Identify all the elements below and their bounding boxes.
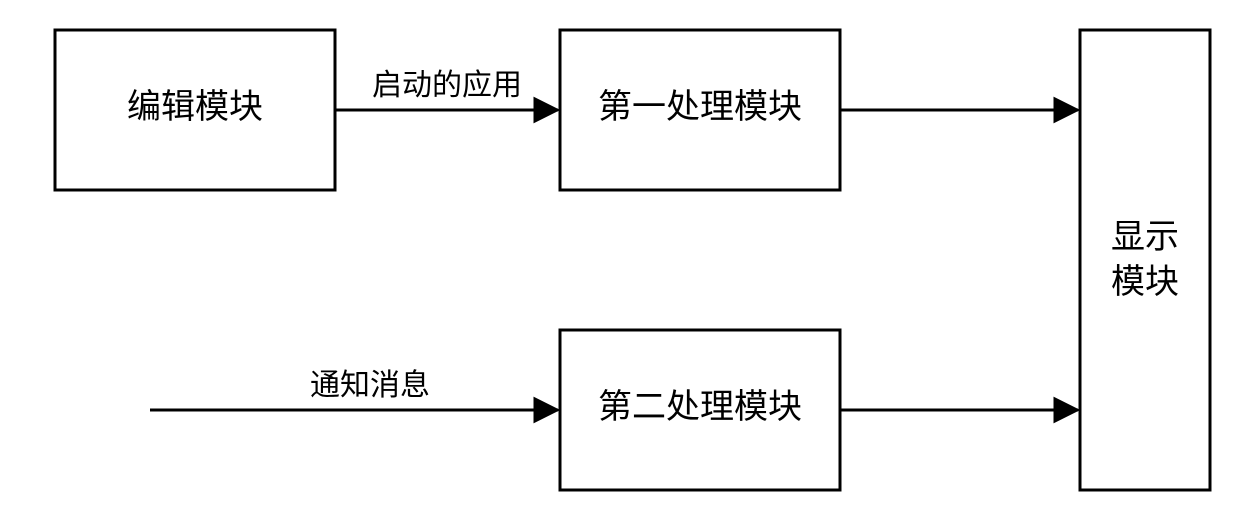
node-edit-label: 编辑模块 bbox=[127, 88, 263, 126]
node-display-label-line1: 显示 bbox=[1111, 219, 1179, 256]
node-display-box bbox=[1080, 30, 1210, 490]
node-display: 显示 模块 bbox=[1080, 30, 1210, 490]
node-proc1: 第一处理模块 bbox=[560, 30, 840, 190]
node-display-label-line2: 模块 bbox=[1111, 263, 1179, 301]
edge-e1: 启动的应用 bbox=[335, 69, 558, 110]
node-edit: 编辑模块 bbox=[55, 30, 335, 190]
edge-e1-label: 启动的应用 bbox=[372, 69, 522, 102]
node-proc2-label: 第二处理模块 bbox=[598, 388, 802, 426]
node-proc1-label: 第一处理模块 bbox=[598, 88, 802, 126]
edge-e3-label: 通知消息 bbox=[310, 369, 430, 402]
node-proc2: 第二处理模块 bbox=[560, 330, 840, 490]
edge-e3: 通知消息 bbox=[150, 369, 558, 410]
flowchart: 编辑模块 第一处理模块 第二处理模块 显示 模块 启动的应用 通知消息 bbox=[0, 0, 1239, 521]
